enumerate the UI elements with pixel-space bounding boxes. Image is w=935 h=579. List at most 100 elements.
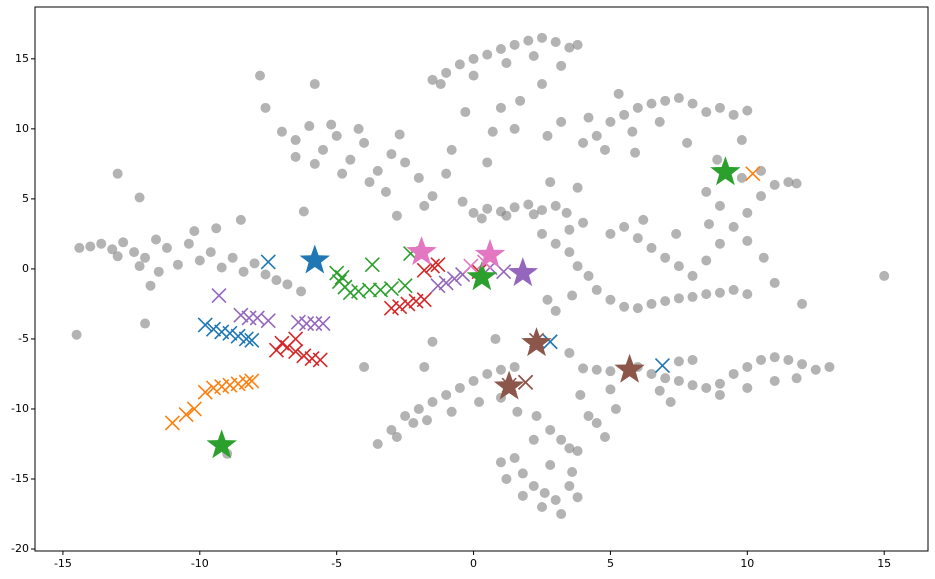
point bbox=[542, 130, 553, 141]
point bbox=[701, 186, 712, 197]
point bbox=[517, 490, 528, 501]
point bbox=[96, 238, 107, 249]
point bbox=[591, 417, 602, 428]
point bbox=[654, 385, 665, 396]
point bbox=[211, 223, 222, 234]
x-tick-label: -10 bbox=[191, 557, 209, 570]
point bbox=[509, 39, 520, 50]
point bbox=[742, 361, 753, 372]
point bbox=[487, 126, 498, 137]
point bbox=[427, 191, 438, 202]
point bbox=[728, 368, 739, 379]
point bbox=[619, 109, 630, 120]
point bbox=[703, 219, 714, 230]
point bbox=[495, 102, 506, 113]
point bbox=[545, 177, 556, 188]
y-tick-label: -10 bbox=[11, 402, 29, 415]
point bbox=[783, 354, 794, 365]
point bbox=[391, 210, 402, 221]
x-marker bbox=[197, 317, 213, 333]
point bbox=[783, 177, 794, 188]
y-tick-label: 0 bbox=[22, 262, 29, 275]
point bbox=[646, 298, 657, 309]
point bbox=[112, 168, 123, 179]
point bbox=[638, 214, 649, 225]
point bbox=[523, 199, 534, 210]
x-marker bbox=[288, 331, 304, 347]
point bbox=[758, 252, 769, 263]
point bbox=[161, 242, 172, 253]
point bbox=[701, 382, 712, 393]
x-tick-label: 5 bbox=[607, 557, 614, 570]
point bbox=[605, 366, 616, 377]
x-marker bbox=[334, 269, 350, 285]
x-marker bbox=[197, 384, 213, 400]
point bbox=[742, 235, 753, 246]
star-marker bbox=[710, 156, 741, 186]
point bbox=[687, 354, 698, 365]
point bbox=[769, 352, 780, 363]
point bbox=[531, 410, 542, 421]
star-marker bbox=[474, 238, 506, 268]
point bbox=[575, 389, 586, 400]
point bbox=[326, 119, 337, 130]
point bbox=[441, 168, 452, 179]
point bbox=[714, 389, 725, 400]
point bbox=[791, 178, 802, 189]
point bbox=[599, 431, 610, 442]
point bbox=[736, 135, 747, 146]
point bbox=[474, 396, 485, 407]
point bbox=[572, 492, 583, 503]
x-marker bbox=[383, 280, 399, 297]
point bbox=[567, 290, 578, 301]
point bbox=[556, 60, 567, 71]
star-marker bbox=[406, 236, 437, 266]
point bbox=[578, 363, 589, 374]
point bbox=[528, 51, 539, 62]
point bbox=[151, 234, 162, 245]
point bbox=[687, 270, 698, 281]
point bbox=[249, 258, 260, 269]
plot-area bbox=[71, 32, 890, 520]
point bbox=[468, 53, 479, 64]
point bbox=[427, 336, 438, 347]
point bbox=[578, 137, 589, 148]
point bbox=[550, 37, 561, 48]
x-marker bbox=[238, 374, 254, 390]
point bbox=[556, 509, 567, 520]
point bbox=[134, 261, 145, 272]
point bbox=[537, 502, 548, 513]
point bbox=[457, 196, 468, 207]
point bbox=[359, 137, 370, 148]
point bbox=[118, 237, 129, 248]
point bbox=[238, 266, 249, 277]
point bbox=[619, 301, 630, 312]
x-tick-label: 10 bbox=[740, 557, 754, 570]
point bbox=[482, 49, 493, 60]
point bbox=[446, 144, 457, 155]
point bbox=[454, 59, 465, 70]
star-marker bbox=[614, 353, 645, 383]
point bbox=[501, 58, 512, 69]
point bbox=[537, 32, 548, 43]
point bbox=[216, 262, 227, 273]
point bbox=[482, 368, 493, 379]
point bbox=[400, 157, 411, 168]
x-marker bbox=[745, 166, 761, 182]
point bbox=[550, 305, 561, 316]
point bbox=[427, 396, 438, 407]
point bbox=[605, 384, 616, 395]
point bbox=[583, 112, 594, 123]
point bbox=[509, 202, 520, 213]
point bbox=[528, 434, 539, 445]
point bbox=[687, 291, 698, 302]
point bbox=[140, 318, 151, 329]
x-marker bbox=[244, 332, 260, 348]
x-marker bbox=[299, 315, 315, 332]
point bbox=[556, 116, 567, 127]
x-marker bbox=[654, 357, 671, 374]
point bbox=[74, 242, 85, 253]
point bbox=[687, 98, 698, 109]
y-tick-label: -15 bbox=[11, 472, 29, 485]
point bbox=[309, 158, 320, 169]
